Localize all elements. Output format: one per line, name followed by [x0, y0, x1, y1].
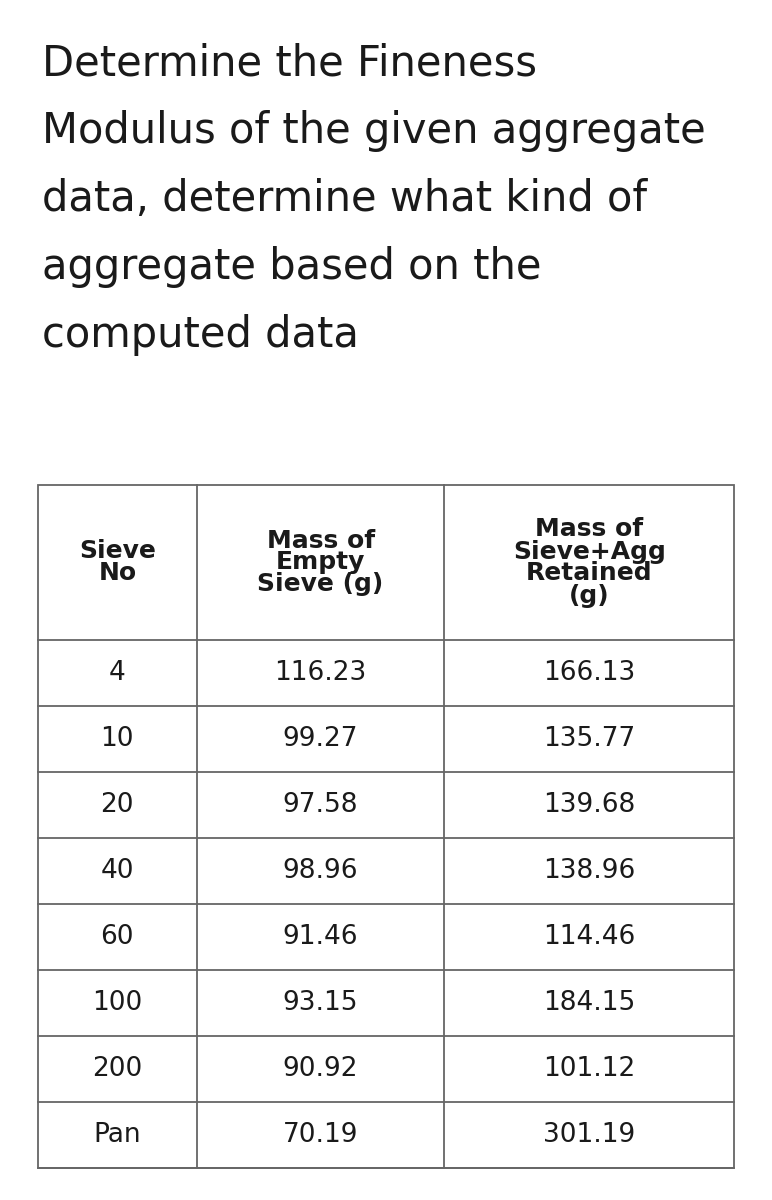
Text: Empty: Empty [276, 551, 365, 575]
Text: 91.46: 91.46 [283, 924, 358, 950]
Text: Retained: Retained [526, 562, 652, 586]
Text: 90.92: 90.92 [283, 1056, 358, 1082]
Text: 301.19: 301.19 [543, 1122, 635, 1148]
Text: 40: 40 [100, 858, 134, 884]
Bar [38, 485, 734, 1168]
Text: 4: 4 [109, 660, 126, 686]
Text: 98.96: 98.96 [283, 858, 358, 884]
Text: 99.27: 99.27 [283, 726, 358, 752]
Text: 70.19: 70.19 [283, 1122, 358, 1148]
Text: 184.15: 184.15 [543, 990, 635, 1016]
Text: 97.58: 97.58 [283, 792, 358, 818]
Text: Modulus of the given aggregate: Modulus of the given aggregate [42, 110, 706, 152]
Text: aggregate based on the: aggregate based on the [42, 246, 541, 288]
Text: 139.68: 139.68 [543, 792, 635, 818]
Text: 10: 10 [100, 726, 134, 752]
Text: Mass of: Mass of [535, 517, 643, 541]
Text: Determine the Fineness: Determine the Fineness [42, 42, 537, 84]
Text: 166.13: 166.13 [543, 660, 635, 686]
Text: (g): (g) [569, 583, 610, 607]
Text: 114.46: 114.46 [543, 924, 635, 950]
Text: Sieve+Agg: Sieve+Agg [513, 540, 665, 564]
Text: Sieve: Sieve [79, 540, 156, 564]
Text: Sieve (g): Sieve (g) [257, 572, 384, 596]
Text: Pan: Pan [93, 1122, 141, 1148]
Text: 20: 20 [100, 792, 134, 818]
Text: 138.96: 138.96 [543, 858, 635, 884]
Text: computed data: computed data [42, 314, 359, 356]
Text: Mass of: Mass of [266, 528, 374, 552]
Text: 116.23: 116.23 [275, 660, 367, 686]
Text: 135.77: 135.77 [543, 726, 635, 752]
Text: 100: 100 [92, 990, 143, 1016]
Text: 60: 60 [100, 924, 134, 950]
Text: No: No [98, 562, 137, 586]
Text: data, determine what kind of: data, determine what kind of [42, 178, 647, 220]
Text: 200: 200 [92, 1056, 143, 1082]
Text: 101.12: 101.12 [543, 1056, 635, 1082]
Text: 93.15: 93.15 [283, 990, 358, 1016]
